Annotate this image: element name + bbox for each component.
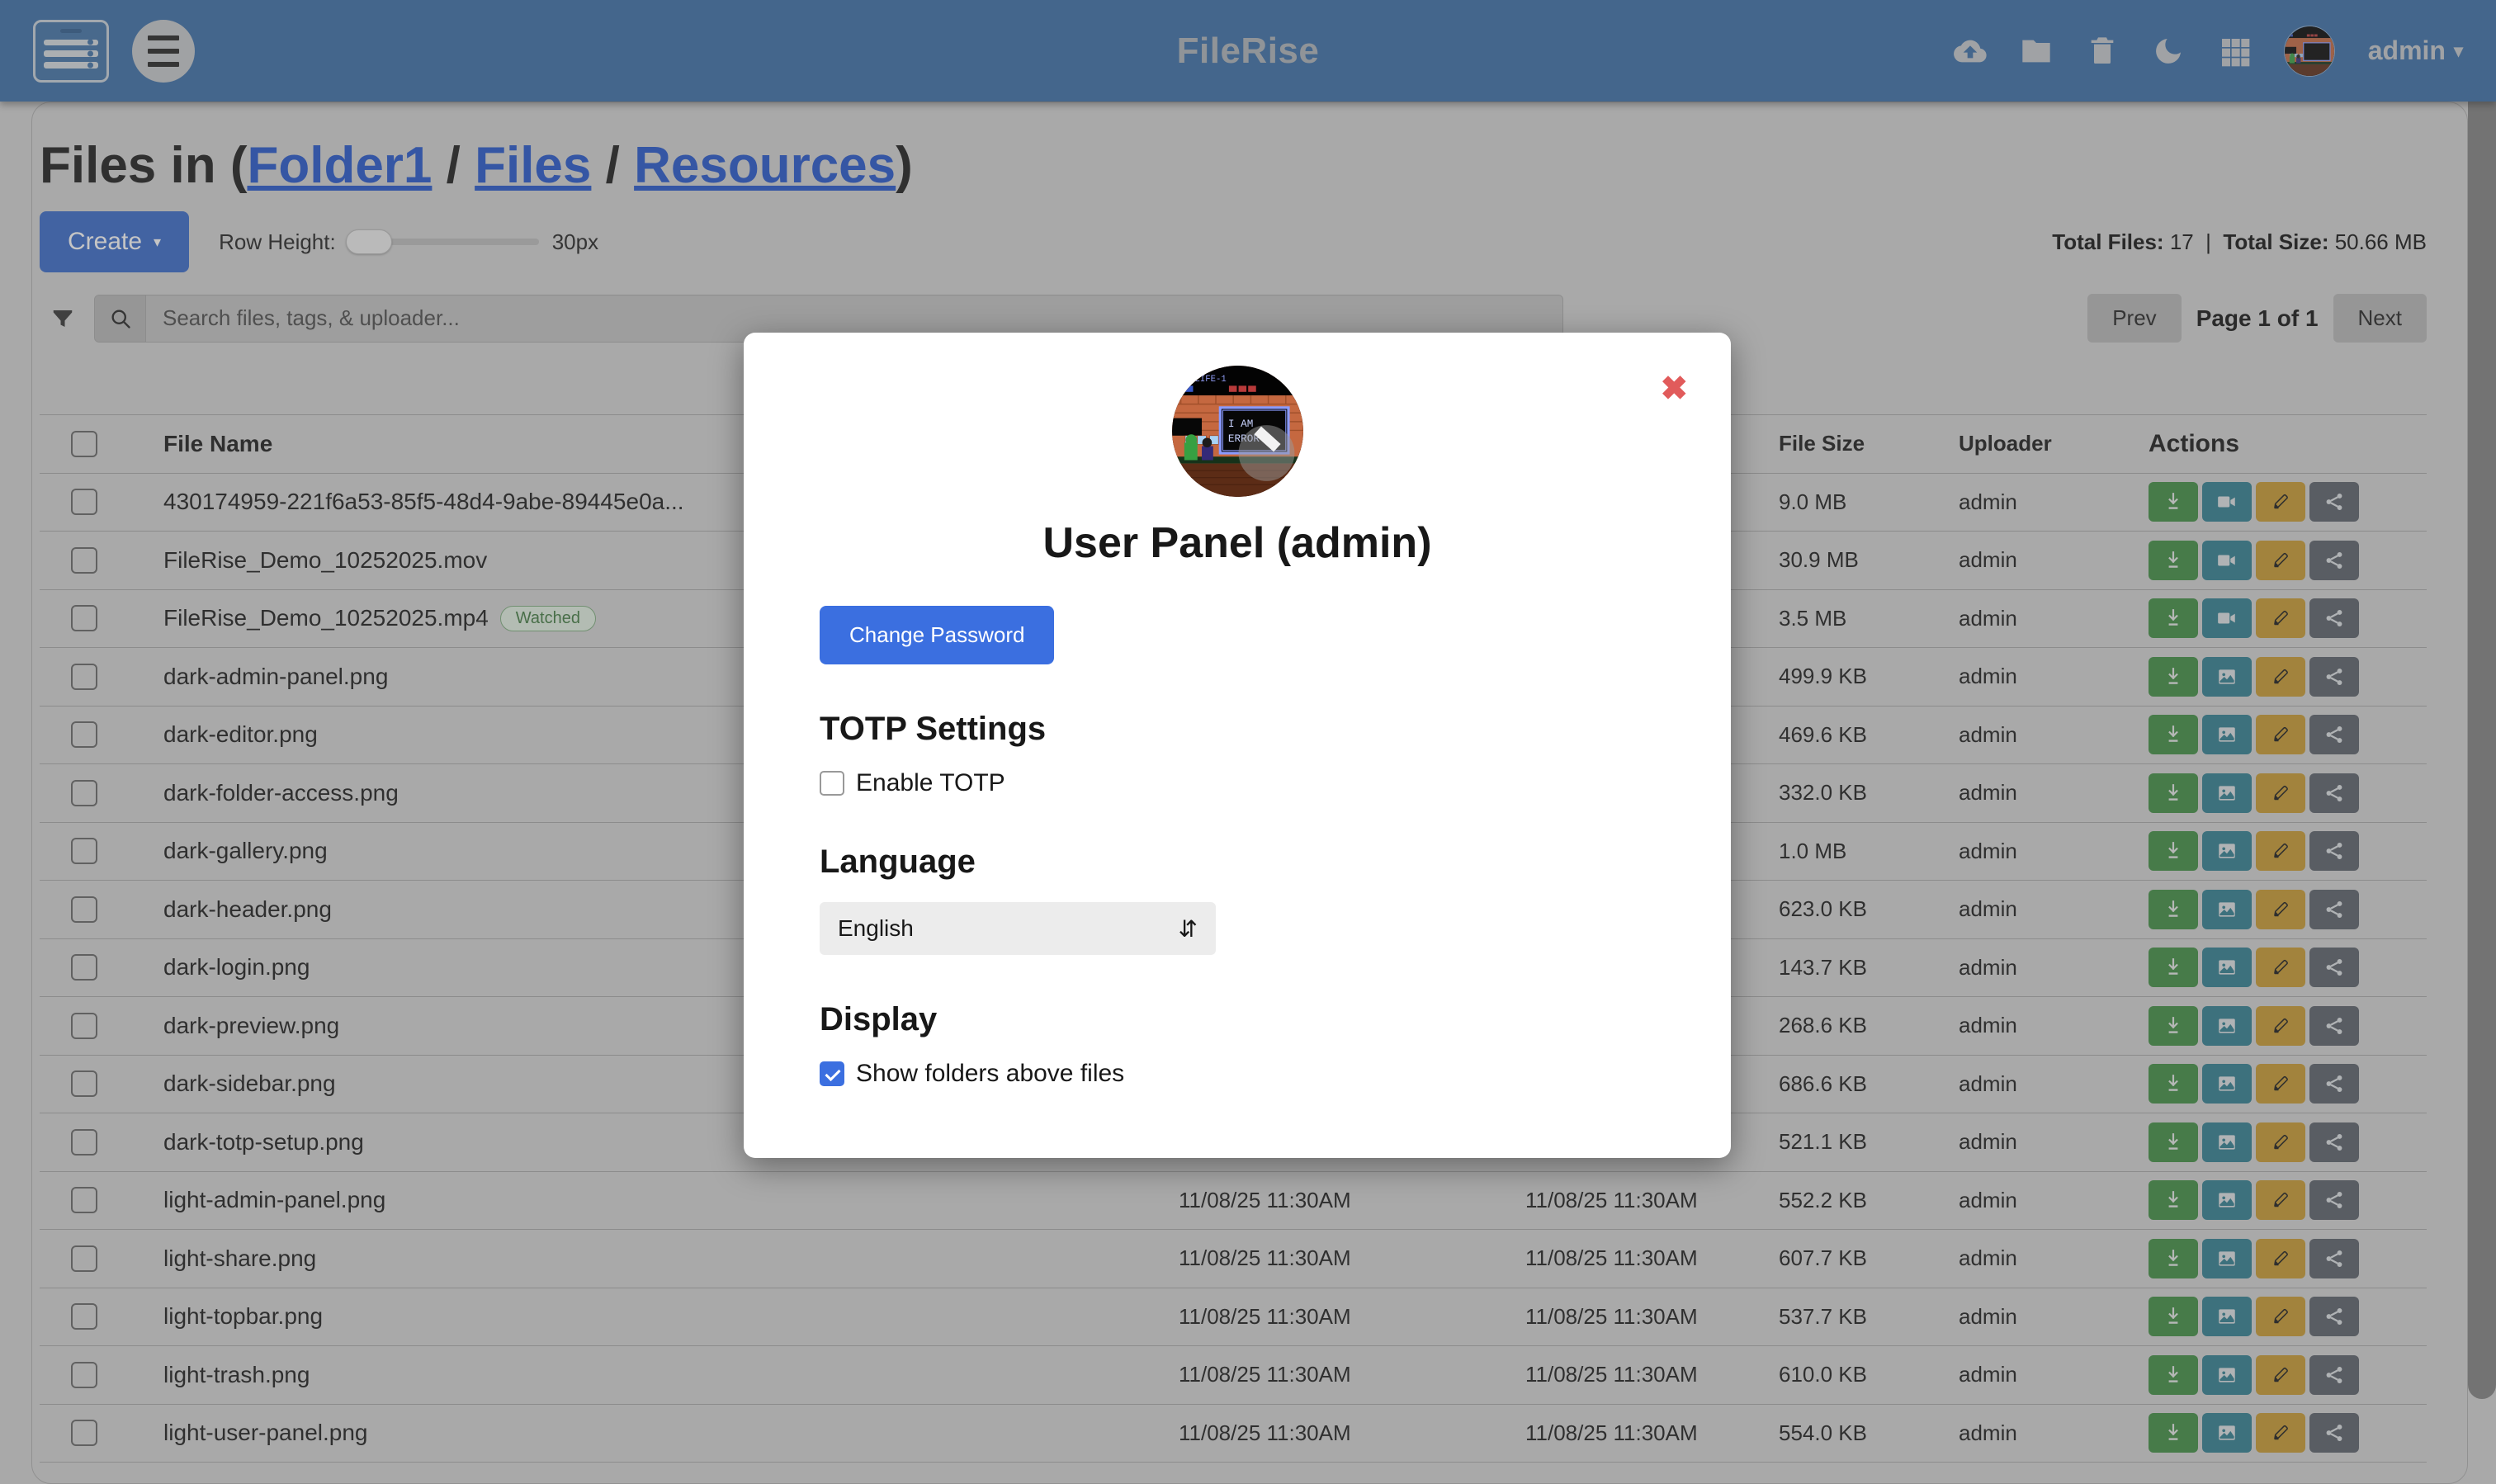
svg-text:I AM: I AM [1227,418,1253,430]
svg-text:C-1 LIFE-1: C-1 LIFE-1 [1174,375,1227,385]
